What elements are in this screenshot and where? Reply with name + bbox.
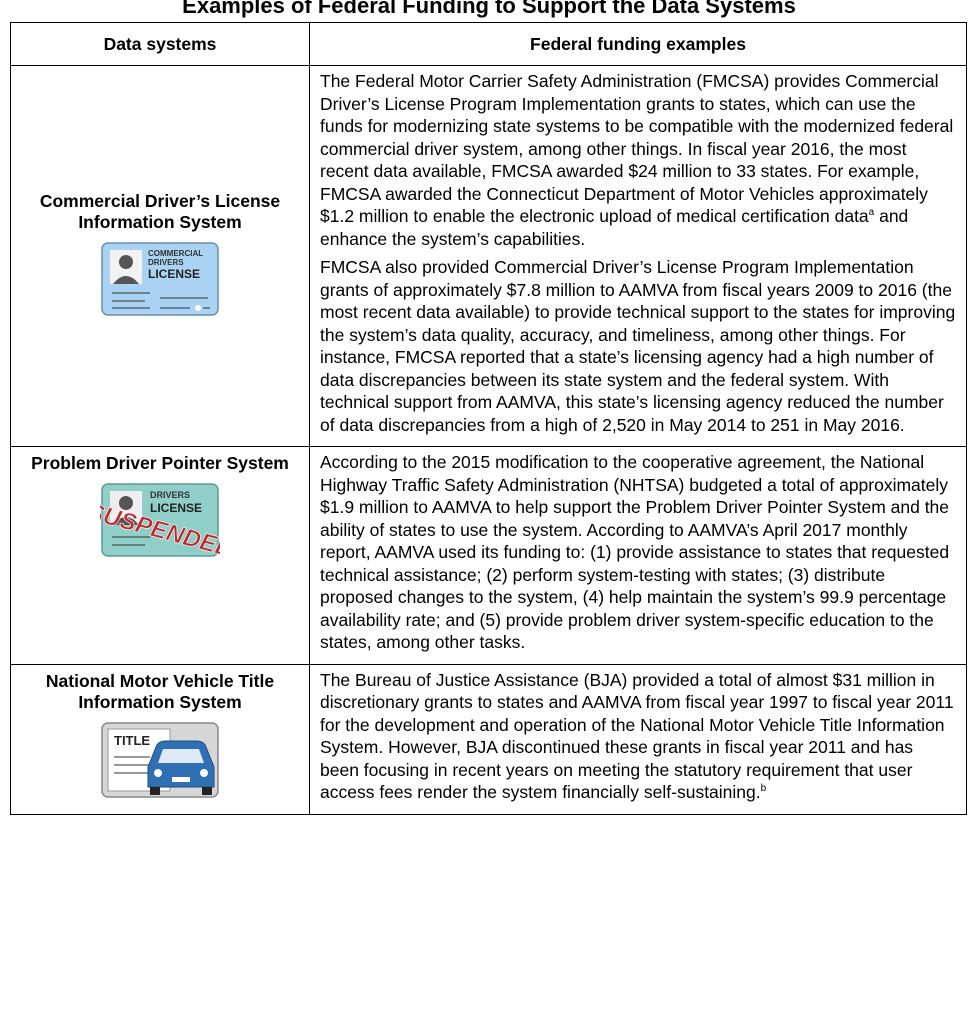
paragraph-text: The Bureau of Justice Assistance (BJA) p… <box>320 669 954 803</box>
funding-cell: The Bureau of Justice Assistance (BJA) p… <box>309 663 967 815</box>
icon-text: DRIVERS <box>148 258 184 267</box>
paragraph-text: According to the 2015 modification to th… <box>320 452 950 652</box>
system-cell: Commercial Driver’s License Information … <box>10 65 310 447</box>
paragraph: The Bureau of Justice Assistance (BJA) p… <box>320 669 956 804</box>
icon-text: DRIVERS <box>150 490 190 500</box>
table-row: Problem Driver Pointer System DRIVERS LI… <box>10 446 967 665</box>
paragraph: The Federal Motor Carrier Safety Adminis… <box>320 70 956 250</box>
title-icon: TITLE <box>101 721 219 798</box>
icon-text: COMMERCIAL <box>148 249 203 258</box>
funding-cell: The Federal Motor Carrier Safety Adminis… <box>309 65 967 447</box>
icon-text: LICENSE <box>148 267 200 281</box>
column-header: Federal funding examples <box>309 22 967 66</box>
paragraph-text: FMCSA also provided Commercial Driver’s … <box>320 257 956 435</box>
suspended-icon: DRIVERS LICENSE SUSPENDED <box>84 483 236 563</box>
paragraph-text: and enhance the system’s capabilities. <box>320 206 909 249</box>
footnote-marker: b <box>760 783 767 795</box>
system-cell: Problem Driver Pointer System DRIVERS LI… <box>10 446 310 665</box>
license-icon: COMMERCIAL DRIVERS LICENSE <box>101 241 219 316</box>
icon-text: TITLE <box>114 733 150 748</box>
header-row: Data systems Federal funding examples <box>10 22 967 66</box>
icon-text: LICENSE <box>150 501 202 515</box>
column-header: Data systems <box>10 22 310 66</box>
paragraph: According to the 2015 modification to th… <box>320 451 956 654</box>
paragraph-text: The Federal Motor Carrier Safety Adminis… <box>320 71 954 226</box>
system-name: National Motor Vehicle Title Information… <box>45 670 275 712</box>
funding-cell: According to the 2015 modification to th… <box>309 446 967 665</box>
funding-table: Data systems Federal funding examples Co… <box>10 22 967 815</box>
table-row: National Motor Vehicle Title Information… <box>10 663 967 815</box>
table-row: Commercial Driver’s License Information … <box>10 65 967 447</box>
system-name: Commercial Driver’s License Information … <box>39 190 281 232</box>
footnote-marker: a <box>868 207 875 219</box>
system-cell: National Motor Vehicle Title Information… <box>10 663 310 815</box>
paragraph: FMCSA also provided Commercial Driver’s … <box>320 256 956 436</box>
system-name: Problem Driver Pointer System <box>31 453 289 473</box>
page-title: Examples of Federal Funding to Support t… <box>182 0 796 18</box>
